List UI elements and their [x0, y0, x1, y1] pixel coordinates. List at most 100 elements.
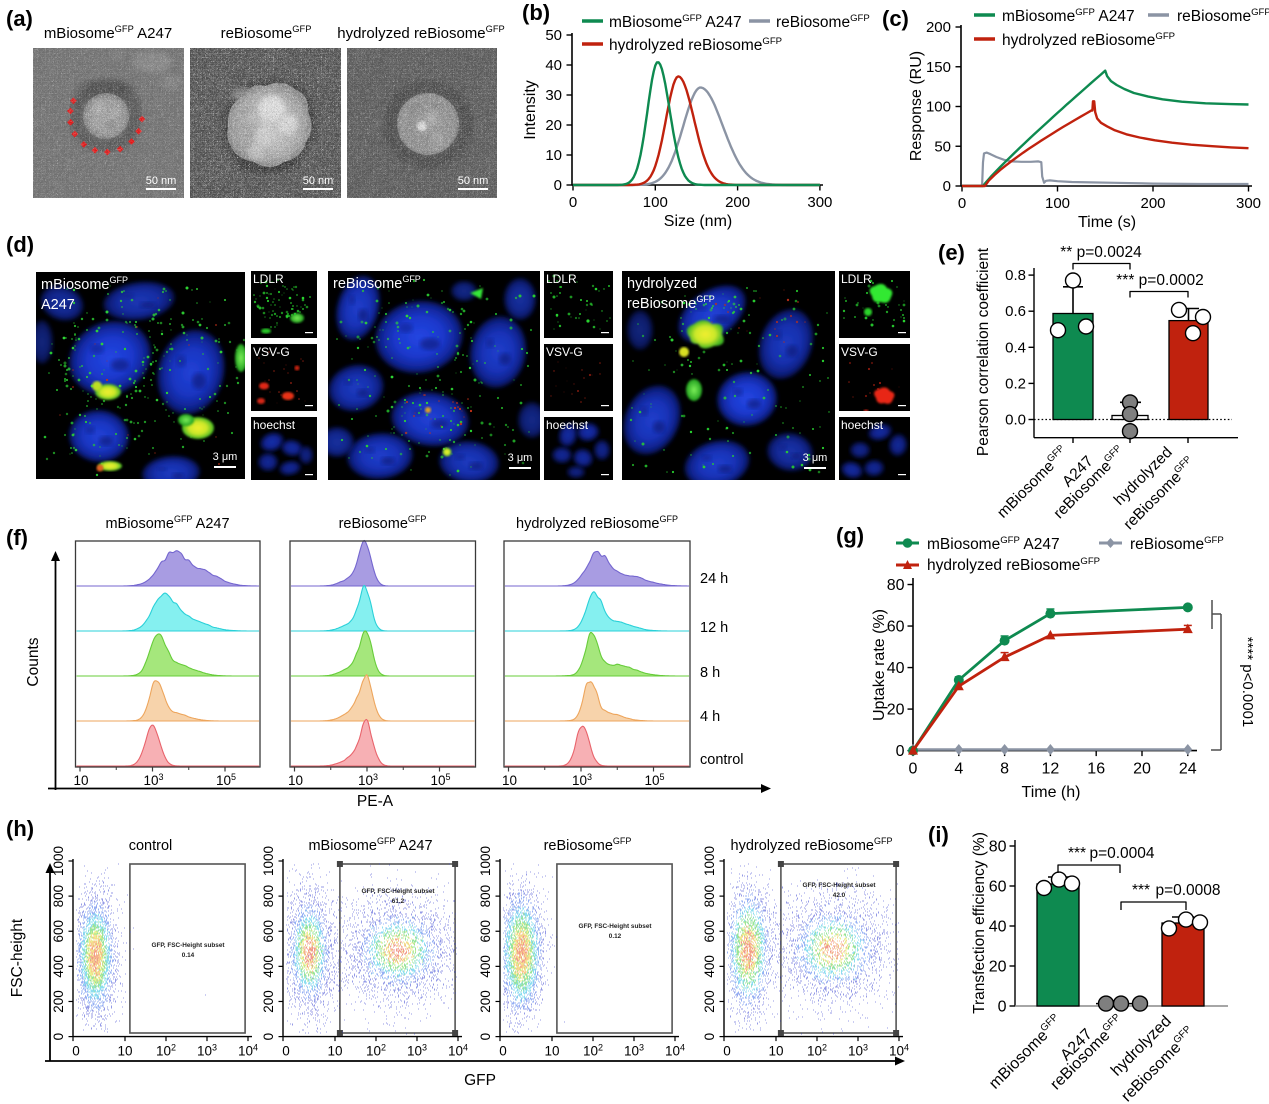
- svg-text:10: 10: [73, 773, 88, 788]
- svg-text:200: 200: [926, 19, 951, 36]
- svg-text:FSC-height: FSC-height: [9, 918, 26, 997]
- svg-text:105: 105: [430, 772, 450, 788]
- svg-text:mBiosomeGFP A247: mBiosomeGFP A247: [609, 13, 742, 31]
- svg-text:102: 102: [807, 1043, 827, 1059]
- svg-text:Intensity: Intensity: [522, 80, 539, 140]
- svg-text:102: 102: [366, 1043, 386, 1059]
- svg-text:0.2: 0.2: [1005, 375, 1026, 392]
- svg-text:600: 600: [51, 920, 66, 943]
- svg-text:VSV-G: VSV-G: [546, 345, 583, 359]
- svg-text:hydrolyzed reBiosomeGFP: hydrolyzed reBiosomeGFP: [927, 556, 1100, 574]
- svg-text:4: 4: [954, 761, 963, 778]
- svg-text:100: 100: [926, 99, 951, 116]
- svg-text:103: 103: [143, 772, 163, 788]
- svg-text:400: 400: [478, 955, 493, 978]
- svg-text:50: 50: [934, 138, 951, 155]
- svg-text:104: 104: [665, 1043, 685, 1059]
- svg-text:p=0.0004: p=0.0004: [1089, 845, 1154, 862]
- svg-text:200: 200: [1140, 195, 1165, 212]
- svg-text:mBiosomeGFP A247: mBiosomeGFP A247: [44, 24, 172, 42]
- svg-text:LDLR: LDLR: [546, 272, 577, 286]
- svg-text:mBiosomeGFP A247: mBiosomeGFP A247: [1002, 7, 1135, 25]
- svg-text:(f): (f): [6, 525, 28, 550]
- svg-text:GFP, FSC-Height subset: GFP, FSC-Height subset: [361, 888, 435, 895]
- svg-text:300: 300: [807, 194, 832, 211]
- svg-text:40: 40: [989, 919, 1007, 936]
- svg-text:*** p=0.0002: *** p=0.0002: [1116, 272, 1203, 289]
- svg-text:600: 600: [261, 920, 276, 943]
- svg-text:0: 0: [998, 999, 1007, 1016]
- svg-text:600: 600: [702, 920, 717, 943]
- svg-text:0: 0: [958, 195, 966, 212]
- svg-text:100: 100: [643, 194, 668, 211]
- svg-text:0: 0: [723, 1044, 731, 1059]
- svg-text:0.8: 0.8: [1005, 267, 1026, 284]
- svg-text:104: 104: [889, 1043, 909, 1059]
- svg-text:102: 102: [583, 1043, 603, 1059]
- svg-text:**** p<0.0001: **** p<0.0001: [1239, 637, 1256, 728]
- svg-text:hydrolyzed reBiosomeGFP: hydrolyzed reBiosomeGFP: [609, 36, 782, 54]
- svg-text:0: 0: [896, 743, 905, 760]
- svg-text:100: 100: [1045, 195, 1070, 212]
- svg-text:40: 40: [545, 57, 562, 74]
- svg-text:103: 103: [358, 772, 378, 788]
- svg-text:hydrolyzed reBiosomeGFP: hydrolyzed reBiosomeGFP: [731, 836, 893, 854]
- svg-text:10: 10: [502, 773, 517, 788]
- svg-text:800: 800: [478, 885, 493, 908]
- svg-text:200: 200: [725, 194, 750, 211]
- svg-text:GFP, FSC-Height subset: GFP, FSC-Height subset: [151, 942, 225, 949]
- svg-text:50 nm: 50 nm: [303, 175, 334, 187]
- svg-text:reBiosomeGFP: reBiosomeGFP: [1130, 535, 1224, 553]
- svg-text:10: 10: [327, 1044, 342, 1059]
- svg-text:control: control: [700, 752, 744, 768]
- svg-text:0: 0: [499, 1044, 507, 1059]
- svg-text:Time (s): Time (s): [1078, 214, 1136, 231]
- svg-text:Size (nm): Size (nm): [664, 213, 732, 230]
- svg-text:(e): (e): [938, 240, 965, 265]
- svg-text:1000: 1000: [261, 846, 276, 876]
- svg-text:GFP, FSC-Height subset: GFP, FSC-Height subset: [802, 882, 876, 889]
- svg-text:0: 0: [261, 1033, 276, 1041]
- svg-text:hoechst: hoechst: [253, 418, 296, 432]
- svg-text:103: 103: [848, 1043, 868, 1059]
- svg-text:0: 0: [943, 178, 951, 195]
- svg-text:** p=0.0024: ** p=0.0024: [1060, 244, 1142, 261]
- svg-text:4 h: 4 h: [700, 709, 720, 725]
- svg-text:1000: 1000: [51, 846, 66, 876]
- svg-text:reBiosomeGFP: reBiosomeGFP: [776, 13, 870, 31]
- svg-text:(b): (b): [522, 0, 550, 25]
- svg-text:800: 800: [702, 885, 717, 908]
- svg-text:200: 200: [51, 990, 66, 1013]
- svg-text:hoechst: hoechst: [546, 418, 589, 432]
- svg-text:mBiosomeGFP A247: mBiosomeGFP A247: [308, 836, 432, 854]
- svg-text:30: 30: [545, 87, 562, 104]
- svg-text:reBiosomeGFP: reBiosomeGFP: [544, 836, 632, 854]
- svg-text:0: 0: [554, 177, 562, 194]
- svg-text:104: 104: [238, 1043, 258, 1059]
- svg-text:300: 300: [1236, 195, 1261, 212]
- svg-text:0.0: 0.0: [1005, 412, 1026, 429]
- svg-text:400: 400: [261, 955, 276, 978]
- svg-text:105: 105: [216, 772, 236, 788]
- svg-text:61.2: 61.2: [392, 898, 405, 905]
- svg-text:200: 200: [261, 990, 276, 1013]
- svg-text:hydrolyzed reBiosomeGFP: hydrolyzed reBiosomeGFP: [516, 514, 678, 532]
- svg-text:mBiosomeGFP A247: mBiosomeGFP A247: [105, 514, 229, 532]
- svg-text:reBiosomeGFP: reBiosomeGFP: [627, 294, 715, 312]
- svg-text:1000: 1000: [702, 846, 717, 876]
- svg-text:0.6: 0.6: [1005, 303, 1026, 320]
- svg-text:20: 20: [545, 117, 562, 134]
- svg-text:hydrolyzed: hydrolyzed: [627, 276, 697, 292]
- svg-text:50 nm: 50 nm: [458, 175, 489, 187]
- svg-text:10: 10: [288, 773, 303, 788]
- svg-text:Uptake rate (%): Uptake rate (%): [871, 609, 888, 721]
- svg-text:GFP, FSC-Height subset: GFP, FSC-Height subset: [578, 923, 652, 930]
- svg-text:Counts: Counts: [25, 637, 42, 686]
- svg-text:16: 16: [1087, 761, 1105, 778]
- svg-text:control: control: [129, 838, 173, 854]
- svg-text:***: ***: [1132, 882, 1150, 899]
- svg-text:10: 10: [544, 1044, 559, 1059]
- svg-text:1000: 1000: [478, 846, 493, 876]
- svg-text:0.12: 0.12: [609, 933, 622, 940]
- svg-text:(c): (c): [882, 6, 909, 31]
